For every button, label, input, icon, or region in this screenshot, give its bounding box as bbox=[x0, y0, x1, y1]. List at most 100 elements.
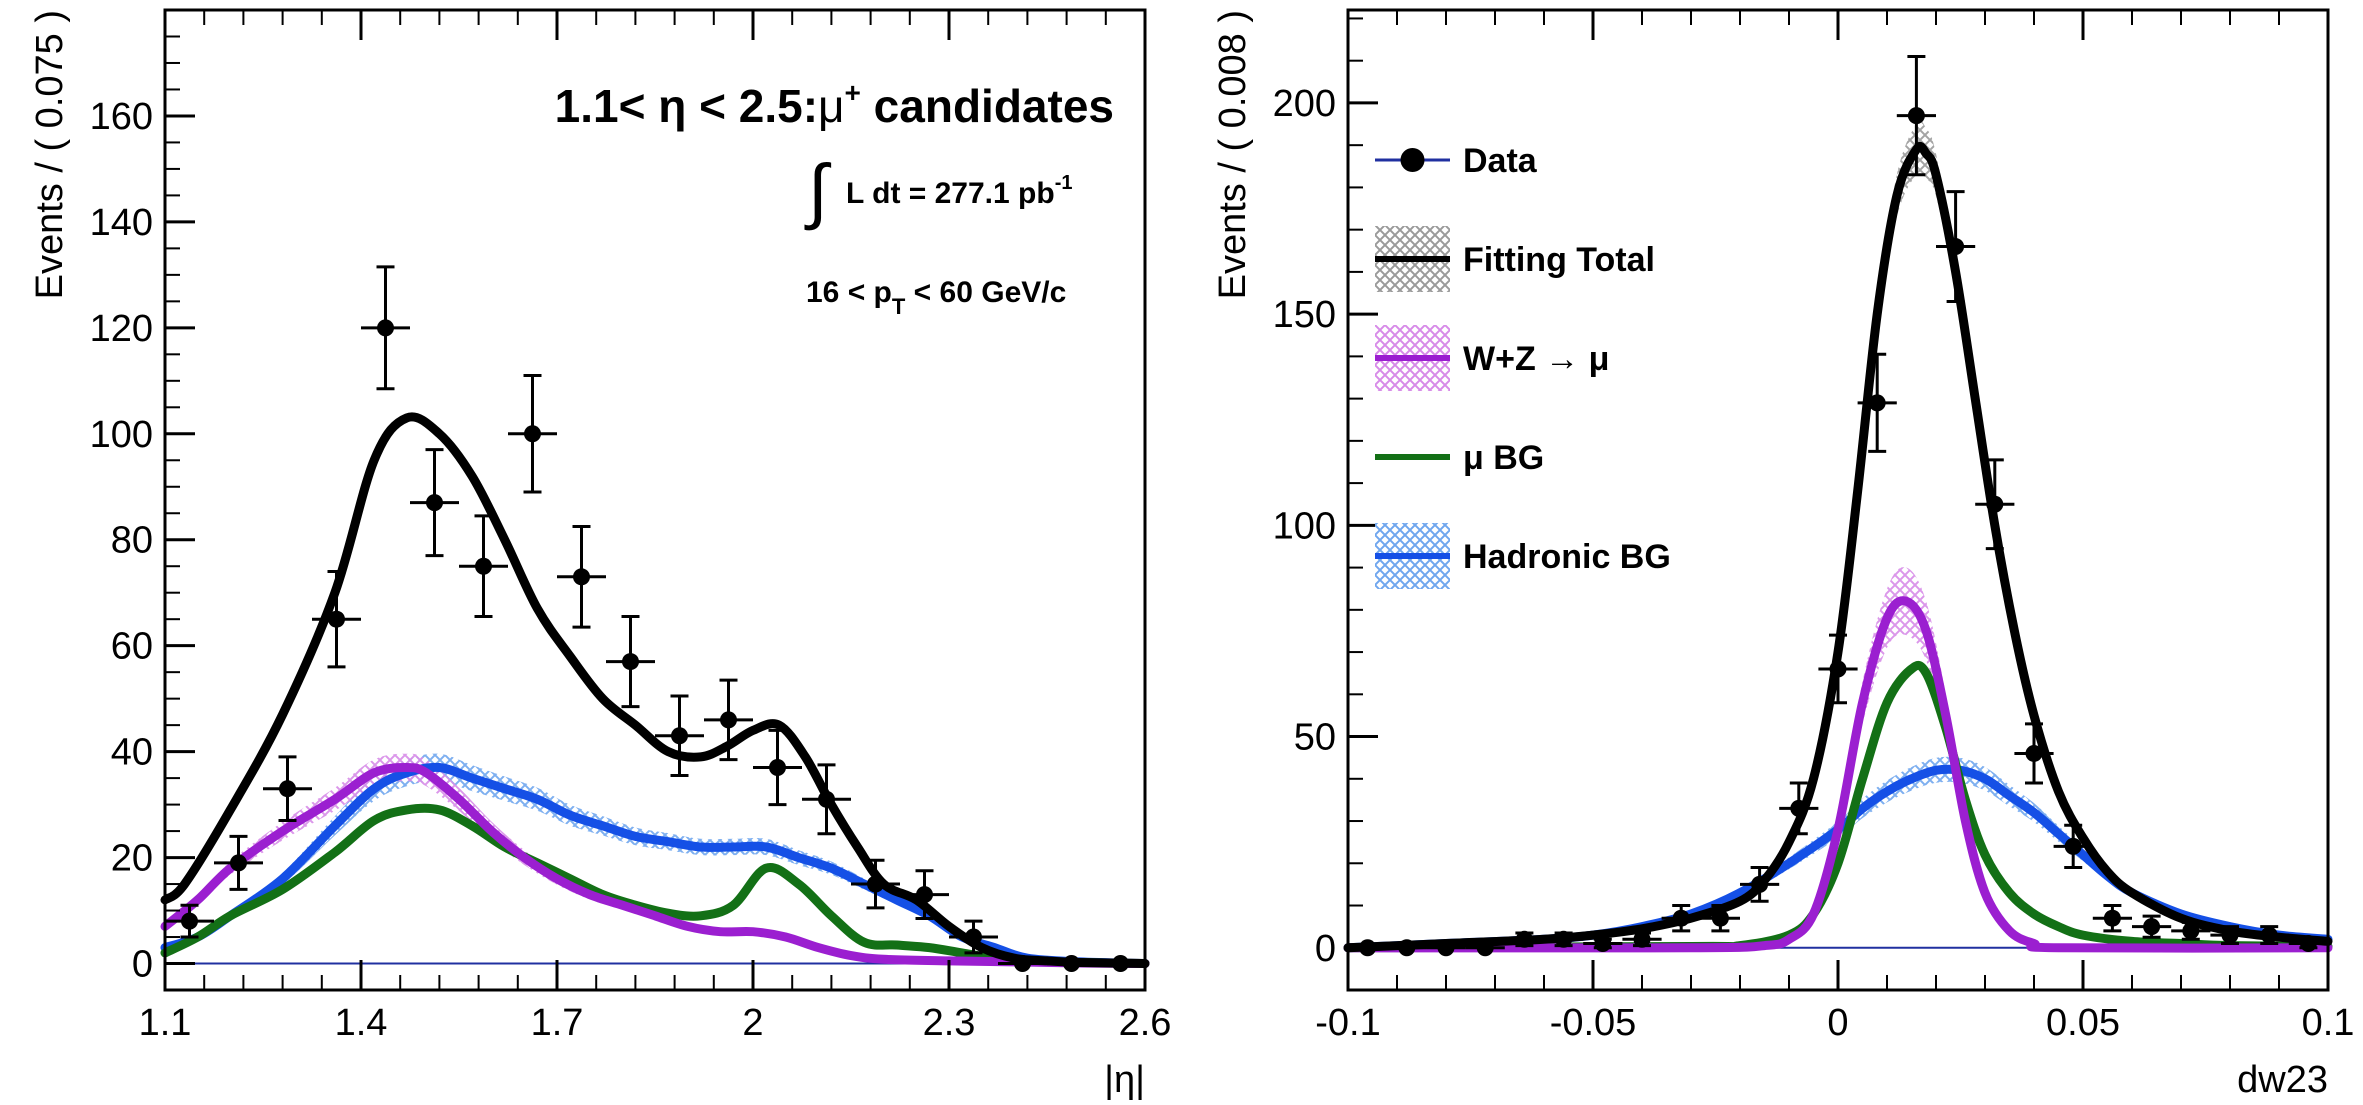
data-point-marker bbox=[426, 494, 443, 512]
x-tick-label: 0 bbox=[1827, 1002, 1848, 1044]
data-point-marker bbox=[1437, 939, 1455, 957]
data-point bbox=[263, 755, 312, 822]
data-point bbox=[1975, 458, 2015, 551]
title-suffix: candidates bbox=[861, 80, 1114, 132]
data-point bbox=[1779, 781, 1819, 836]
data-point-marker bbox=[1790, 799, 1808, 817]
data-point bbox=[1857, 352, 1897, 453]
x-tick-label: 1.1 bbox=[139, 1002, 192, 1044]
data-point bbox=[1700, 904, 1740, 933]
l-wz-band bbox=[165, 753, 1145, 967]
right-y-axis-title: Events / ( 0.008 ) bbox=[1212, 10, 1254, 299]
data-point bbox=[2210, 925, 2250, 946]
data-point bbox=[851, 858, 900, 910]
data-point-marker bbox=[2064, 837, 2082, 855]
data-point bbox=[1047, 955, 1096, 973]
data-point-marker bbox=[279, 780, 296, 798]
data-point-marker bbox=[1398, 939, 1416, 957]
data-point-marker bbox=[2143, 918, 2161, 936]
data-point-marker bbox=[1829, 660, 1847, 678]
data-point bbox=[2014, 722, 2054, 785]
l-hadronic_bg-band bbox=[165, 753, 1145, 967]
lumi-text: L dt = 277.1 pb bbox=[846, 177, 1055, 210]
data-point bbox=[2171, 920, 2211, 941]
data-point bbox=[606, 615, 655, 709]
y-tick-label: 40 bbox=[111, 732, 153, 774]
data-point-marker bbox=[1907, 107, 1925, 125]
r-mu-bg-curve bbox=[1343, 661, 2333, 953]
data-point-marker bbox=[1515, 930, 1533, 948]
legend-entry-mu-bg: μ BG bbox=[1375, 439, 1544, 477]
left-x-axis-title: |η| bbox=[1104, 1059, 1145, 1101]
x-tick-label: 2.6 bbox=[1119, 1002, 1172, 1044]
x-tick-label: 0.05 bbox=[2046, 1002, 2120, 1044]
data-point-marker bbox=[377, 319, 394, 337]
data-point-marker bbox=[2103, 909, 2121, 927]
x-tick-label: 1.4 bbox=[335, 1002, 388, 1044]
data-point bbox=[1504, 930, 1544, 948]
title-prefix: 1.1< η < 2.5: bbox=[555, 80, 818, 132]
data-point bbox=[1622, 930, 1662, 948]
left-plot-frame bbox=[163, 8, 1147, 992]
legend-entry-hadronic-bg: Hadronic BG bbox=[1375, 523, 1671, 589]
data-point bbox=[655, 694, 704, 777]
left-y-ticks: 0 20 40 60 80 100 120 140 160 bbox=[90, 35, 195, 986]
right-data-points bbox=[1348, 54, 2328, 957]
data-point-marker bbox=[230, 854, 247, 872]
data-point-marker bbox=[1014, 955, 1031, 973]
right-panel: -0.1 -0.05 0 0.05 0.1 0 50 100 150 200 dw23 Even… bbox=[1212, 8, 2354, 1101]
left-data-points bbox=[165, 265, 1145, 973]
left-y-axis-title: Events / ( 0.075 ) bbox=[29, 10, 71, 299]
left-fit-curves bbox=[160, 412, 1150, 968]
x-tick-label: 2 bbox=[742, 1002, 763, 1044]
title-sup: + bbox=[845, 77, 861, 108]
data-point-marker bbox=[1555, 930, 1573, 948]
data-point-marker bbox=[1751, 875, 1769, 893]
y-tick-label: 200 bbox=[1273, 83, 1336, 125]
legend-label: Hadronic BG bbox=[1463, 538, 1671, 576]
data-point-marker bbox=[475, 557, 492, 575]
data-point-marker bbox=[2182, 922, 2200, 940]
data-point bbox=[2288, 935, 2328, 953]
right-x-ticks: -0.1 -0.05 0 0.05 0.1 bbox=[1315, 10, 2354, 1044]
data-point bbox=[753, 728, 802, 807]
legend-swatch-marker bbox=[1400, 148, 1425, 172]
data-point bbox=[1426, 939, 1466, 957]
data-point-marker bbox=[2221, 926, 2239, 944]
data-point-marker bbox=[1868, 394, 1886, 412]
y-tick-label: 80 bbox=[111, 520, 153, 562]
integral-sign: ∫ bbox=[804, 151, 832, 231]
data-point bbox=[1387, 939, 1427, 957]
data-point bbox=[312, 570, 361, 669]
l-wz-curve bbox=[160, 763, 1150, 968]
data-point-marker bbox=[916, 886, 933, 904]
data-point bbox=[1544, 930, 1584, 948]
data-point-marker bbox=[1476, 939, 1494, 957]
data-point-marker bbox=[769, 759, 786, 777]
pt-prefix: 16 < p bbox=[806, 276, 892, 309]
data-point-marker bbox=[1986, 495, 2004, 513]
data-point bbox=[410, 448, 459, 558]
data-point-marker bbox=[622, 653, 639, 671]
data-point-marker bbox=[1947, 238, 1965, 256]
left-uncertainty-bands bbox=[165, 753, 1145, 967]
data-point bbox=[900, 869, 949, 920]
data-point bbox=[1661, 904, 1701, 933]
y-tick-label: 140 bbox=[90, 202, 153, 244]
x-tick-label: -0.05 bbox=[1550, 1002, 1637, 1044]
data-point-marker bbox=[671, 727, 688, 745]
legend-label: W+Z → μ bbox=[1463, 340, 1609, 378]
data-point-marker bbox=[1112, 955, 1129, 973]
data-point bbox=[1936, 190, 1976, 303]
y-tick-label: 20 bbox=[111, 838, 153, 880]
data-point bbox=[508, 374, 557, 494]
x-tick-label: 0.1 bbox=[2302, 1002, 2355, 1044]
x-tick-label: 2.3 bbox=[923, 1002, 976, 1044]
y-tick-label: 0 bbox=[132, 944, 153, 986]
legend-label: Data bbox=[1463, 142, 1538, 180]
y-tick-label: 120 bbox=[90, 308, 153, 350]
x-tick-label: -0.1 bbox=[1315, 1002, 1380, 1044]
data-point-marker bbox=[1633, 930, 1651, 948]
data-point bbox=[1896, 54, 1936, 177]
r-wz-curve bbox=[1343, 596, 2333, 953]
